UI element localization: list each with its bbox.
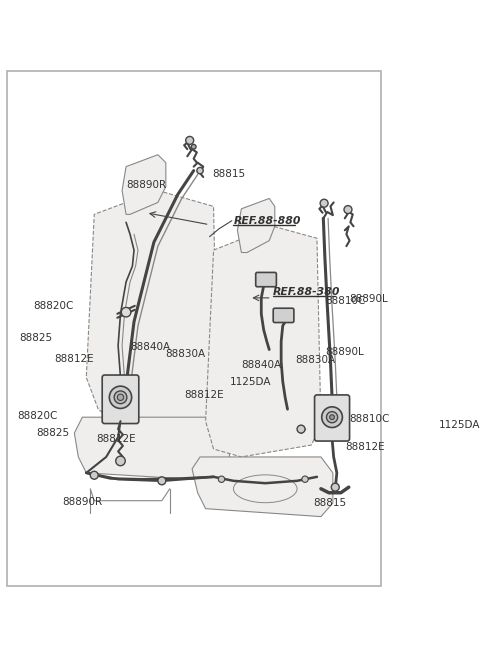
FancyBboxPatch shape [102,375,139,424]
Circle shape [116,456,125,466]
Circle shape [197,168,203,174]
Text: 1125DA: 1125DA [439,420,480,430]
FancyBboxPatch shape [273,308,294,323]
Text: 88840A: 88840A [241,361,281,371]
Circle shape [218,476,225,482]
Circle shape [322,407,342,428]
Text: 88810C: 88810C [349,414,389,424]
Circle shape [330,415,335,420]
Circle shape [117,394,124,401]
Polygon shape [86,191,217,437]
Text: 88830A: 88830A [296,355,336,365]
FancyBboxPatch shape [256,273,276,286]
Circle shape [344,206,352,214]
Circle shape [90,471,98,479]
Circle shape [297,425,305,433]
FancyBboxPatch shape [314,395,349,441]
Text: 88890R: 88890R [62,497,102,507]
Text: 88820C: 88820C [33,301,73,311]
Circle shape [121,307,131,317]
Circle shape [186,137,193,145]
Text: 88890L: 88890L [325,347,364,357]
Circle shape [158,477,166,485]
Text: 88812E: 88812E [184,390,224,400]
Circle shape [302,476,308,482]
Text: 88820C: 88820C [17,411,58,421]
Text: REF.88-880: REF.88-880 [233,215,301,226]
Text: 88810C: 88810C [325,296,366,306]
Circle shape [192,145,196,149]
Circle shape [331,483,339,491]
Text: 88812E: 88812E [345,442,384,453]
Text: 88812E: 88812E [96,434,136,444]
Text: 88812E: 88812E [54,354,94,364]
Polygon shape [205,226,321,457]
Text: 88890R: 88890R [126,180,166,190]
Text: 88825: 88825 [36,428,69,438]
Circle shape [320,199,328,207]
Text: 88830A: 88830A [165,349,205,359]
Text: 88825: 88825 [19,333,52,343]
Text: REF.88-380: REF.88-380 [273,287,341,298]
Polygon shape [74,417,229,481]
Polygon shape [192,457,333,516]
Text: 88815: 88815 [212,170,245,179]
Circle shape [109,386,132,409]
Circle shape [114,391,127,403]
Polygon shape [122,154,166,214]
Text: 88890L: 88890L [349,294,387,304]
Polygon shape [238,198,275,252]
Text: 1125DA: 1125DA [230,377,271,387]
Circle shape [326,412,337,422]
Text: 88840A: 88840A [131,342,171,351]
Text: 88815: 88815 [313,498,346,508]
